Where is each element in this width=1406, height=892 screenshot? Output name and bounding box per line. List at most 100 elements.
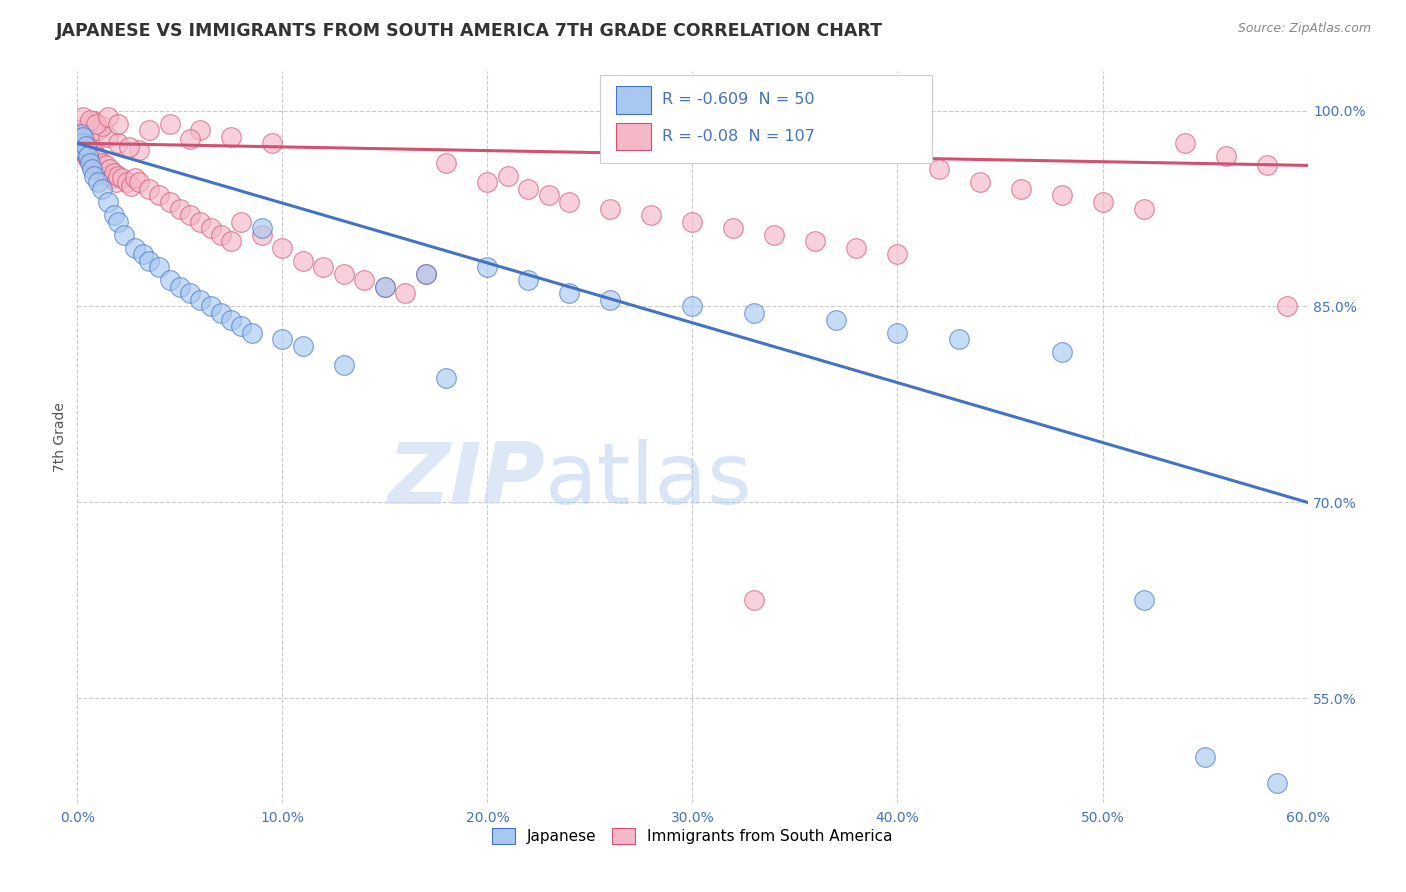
Point	[82, 153, 104, 168]
Point	[75, 143, 97, 157]
Point	[948, 332, 970, 346]
Legend: Japanese, Immigrants from South America: Japanese, Immigrants from South America	[486, 822, 898, 850]
Point	[76, 117, 98, 131]
Point	[90, 156, 114, 170]
Point	[72, 132, 94, 146]
Point	[1194, 750, 1216, 764]
Point	[682, 300, 704, 314]
Point	[148, 188, 170, 202]
Point	[517, 182, 540, 196]
Point	[477, 260, 499, 275]
Point	[75, 140, 97, 154]
Point	[262, 136, 284, 151]
Point	[599, 293, 621, 307]
Text: R = -0.609  N = 50: R = -0.609 N = 50	[662, 93, 814, 107]
Text: JAPANESE VS IMMIGRANTS FROM SOUTH AMERICA 7TH GRADE CORRELATION CHART: JAPANESE VS IMMIGRANTS FROM SOUTH AMERIC…	[56, 22, 883, 40]
Point	[477, 175, 499, 189]
Point	[682, 214, 704, 228]
Point	[70, 127, 93, 141]
Point	[558, 194, 581, 209]
Point	[80, 162, 103, 177]
Point	[72, 110, 94, 124]
Point	[240, 326, 263, 340]
Point	[111, 171, 134, 186]
Point	[219, 234, 242, 248]
Point	[333, 358, 356, 372]
Point	[138, 253, 160, 268]
Point	[69, 132, 91, 146]
Point	[128, 175, 150, 189]
Point	[72, 136, 94, 151]
Point	[120, 179, 142, 194]
Point	[271, 241, 294, 255]
Point	[75, 149, 97, 163]
Point	[1265, 776, 1288, 790]
Point	[415, 267, 437, 281]
Point	[928, 162, 950, 177]
Point	[1132, 202, 1154, 216]
Point	[209, 227, 232, 242]
Point	[1050, 188, 1073, 202]
Point	[1174, 136, 1197, 151]
Point	[73, 145, 96, 160]
Point	[415, 267, 437, 281]
Text: R = -0.08  N = 107: R = -0.08 N = 107	[662, 129, 814, 144]
Point	[69, 127, 91, 141]
Text: ZIP: ZIP	[387, 440, 546, 523]
Point	[73, 140, 96, 154]
Point	[72, 129, 94, 144]
FancyBboxPatch shape	[616, 86, 651, 114]
Point	[291, 253, 314, 268]
Point	[128, 143, 150, 157]
Point	[84, 117, 107, 131]
Point	[148, 260, 170, 275]
Point	[107, 169, 129, 183]
Point	[179, 286, 201, 301]
Point	[436, 156, 458, 170]
Point	[69, 140, 91, 154]
Point	[76, 152, 98, 166]
Point	[101, 171, 124, 186]
Point	[79, 156, 101, 170]
Point	[969, 175, 991, 189]
Point	[105, 175, 128, 189]
Point	[83, 169, 105, 183]
Point	[103, 208, 125, 222]
Point	[107, 136, 129, 151]
Point	[103, 166, 125, 180]
Point	[97, 169, 120, 183]
Point	[70, 138, 93, 153]
Point	[70, 136, 93, 151]
Point	[1275, 300, 1298, 314]
Point	[209, 306, 232, 320]
Point	[537, 188, 560, 202]
Point	[107, 214, 129, 228]
Point	[159, 273, 181, 287]
Point	[97, 129, 120, 144]
Point	[98, 162, 121, 177]
Point	[200, 300, 222, 314]
Point	[87, 175, 110, 189]
Point	[90, 120, 114, 134]
Point	[219, 312, 242, 326]
Point	[558, 286, 581, 301]
Point	[169, 202, 191, 216]
Point	[1256, 158, 1278, 172]
Point	[723, 221, 745, 235]
Point	[763, 227, 786, 242]
Point	[93, 165, 115, 179]
Point	[138, 123, 160, 137]
Point	[79, 145, 101, 160]
Point	[374, 280, 396, 294]
Point	[640, 208, 662, 222]
Point	[742, 306, 765, 320]
Point	[124, 171, 146, 186]
Point	[138, 182, 160, 196]
Point	[333, 267, 356, 281]
Point	[742, 593, 765, 607]
Point	[132, 247, 155, 261]
Point	[188, 214, 212, 228]
Point	[1132, 593, 1154, 607]
Point	[169, 280, 191, 294]
Point	[1010, 182, 1032, 196]
